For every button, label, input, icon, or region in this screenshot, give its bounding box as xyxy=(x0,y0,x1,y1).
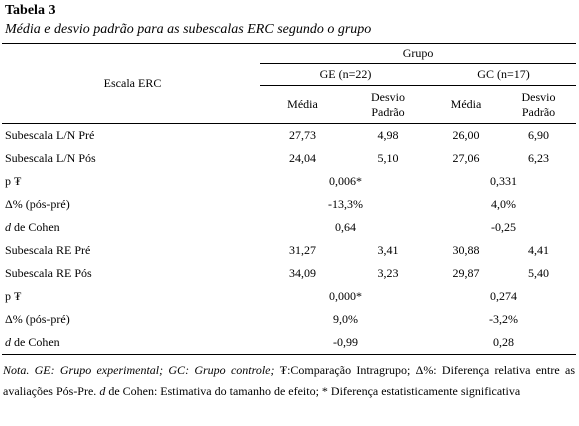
note-part: Nota. GE: Grupo experimental; GC: Grupo … xyxy=(3,363,280,377)
header-cell: Grupo xyxy=(260,43,577,64)
cell: 6,90 xyxy=(528,128,550,142)
row-label-text: Subescala RE Pré xyxy=(5,243,91,257)
cell: 0,28 xyxy=(431,331,577,355)
cell: 0,000* xyxy=(329,289,362,303)
table-note: Nota. GE: Grupo experimental; GC: Grupo … xyxy=(3,360,575,402)
table-row: Δ% (pós-pré) 9,0% -3,2% xyxy=(2,308,576,331)
cell: 9,0% xyxy=(333,312,358,326)
cell: 4,98 xyxy=(377,128,399,142)
cell: -3,2% xyxy=(489,312,519,326)
row-label: Subescala RE Pré xyxy=(2,239,260,262)
table-row: d de Cohen 0,64 -0,25 xyxy=(2,216,576,239)
table-row: Subescala L/N Pós 24,04 5,10 27,06 6,23 xyxy=(2,147,576,170)
row-label-text: Δ% (pós-pré) xyxy=(5,312,70,326)
cell: 0,274 xyxy=(490,289,518,303)
row-label-text: p ₮ xyxy=(5,174,22,188)
cell: -0,25 xyxy=(491,220,517,234)
cell: 24,04 xyxy=(289,151,316,165)
row-label: d de Cohen xyxy=(2,216,260,239)
row-label-text: Δ% (pós-pré) xyxy=(5,197,70,211)
cell: 5,10 xyxy=(377,151,399,165)
cell: 4,41 xyxy=(528,243,550,257)
header-cell: Desvio Padrão xyxy=(501,85,577,124)
cell: 26,00 xyxy=(452,128,480,142)
row-label: Subescala L/N Pré xyxy=(2,124,260,148)
cell: 3,23 xyxy=(377,266,399,280)
row-label: Subescala RE Pós xyxy=(2,262,260,285)
header-cell: Média xyxy=(431,85,501,124)
table-title: Tabela 3 xyxy=(5,3,56,18)
row-label: Subescala L/N Pós xyxy=(2,147,260,170)
row-label-text: Subescala L/N Pré xyxy=(5,128,95,142)
cell: 0,331 xyxy=(490,174,518,188)
header-cell: Média xyxy=(260,85,345,124)
table-subtitle: Média e desvio padrão para as subescalas… xyxy=(5,22,372,37)
table-row: p ₮ 0,000* 0,274 xyxy=(2,285,576,308)
cell: 34,09 xyxy=(289,266,316,280)
note-part: d xyxy=(99,384,106,398)
cell: 0,64 xyxy=(335,220,356,234)
row-label-text: de Cohen xyxy=(14,335,60,349)
row-label-text: Subescala RE Pós xyxy=(5,266,92,280)
note-part: de Cohen: Estimativa do tamanho de efeit… xyxy=(105,384,521,398)
cell: -0,99 xyxy=(260,331,431,355)
row-label-italic: d xyxy=(5,220,11,234)
table-row: Subescala L/N Pré 27,73 4,98 26,00 6,90 xyxy=(2,124,576,148)
cell: 6,23 xyxy=(528,151,550,165)
cell: -13,3% xyxy=(328,197,363,211)
note-part: ₮:Comparação Intragrupo; Δ%: Diferença r… xyxy=(3,363,575,398)
header-cell: Desvio Padrão xyxy=(345,85,431,124)
header-cell: Escala ERC xyxy=(2,43,260,124)
table-row: d de Cohen -0,99 0,28 xyxy=(2,331,577,355)
row-label: p ₮ xyxy=(2,170,260,193)
table-row: Subescala RE Pré 31,27 3,41 30,88 4,41 xyxy=(2,239,576,262)
header-cell: GE (n=22) xyxy=(260,63,431,86)
row-label: Δ% (pós-pré) xyxy=(2,308,260,331)
table-row: Δ% (pós-pré) -13,3% 4,0% xyxy=(2,193,576,216)
row-label-text: de Cohen xyxy=(14,220,60,234)
row-label-text: p ₮ xyxy=(5,289,22,303)
row-label-text: Subescala L/N Pós xyxy=(5,151,96,165)
table: Escala ERC Grupo GE (n=22) GC (n=17) Méd… xyxy=(2,43,577,355)
cell: 29,87 xyxy=(452,266,480,280)
row-label: Δ% (pós-pré) xyxy=(2,193,260,216)
header-cell: GC (n=17) xyxy=(431,63,577,86)
cell: 0,006* xyxy=(329,174,362,188)
row-label: p ₮ xyxy=(2,285,260,308)
table-row: p ₮ 0,006* 0,331 xyxy=(2,170,576,193)
row-label: d de Cohen xyxy=(2,331,260,355)
cell: 30,88 xyxy=(452,243,480,257)
table-row: Subescala RE Pós 34,09 3,23 29,87 5,40 xyxy=(2,262,576,285)
cell: 5,40 xyxy=(528,266,550,280)
cell: 31,27 xyxy=(289,243,316,257)
cell: 27,73 xyxy=(289,128,316,142)
cell: 3,41 xyxy=(377,243,399,257)
cell: 4,0% xyxy=(491,197,517,211)
cell: 27,06 xyxy=(452,151,480,165)
row-label-italic: d xyxy=(5,335,11,349)
